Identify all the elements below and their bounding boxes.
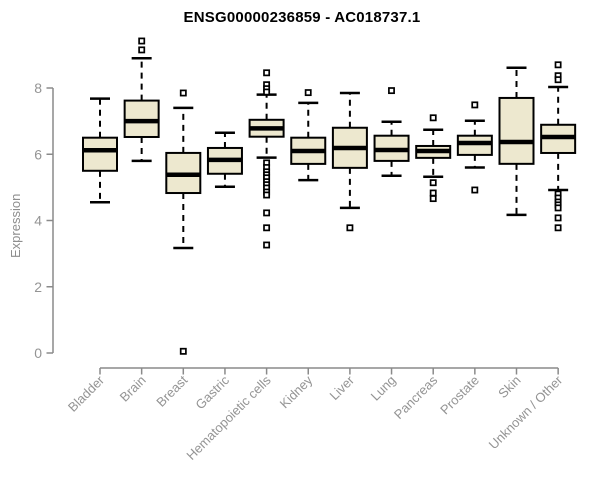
iqr-box — [498, 96, 535, 165]
outlier-point — [263, 209, 271, 217]
y-axis: 0 2 4 6 8 — [34, 80, 54, 361]
box-gastric — [206, 131, 243, 188]
y-tick-label: 2 — [34, 279, 42, 295]
x-tick-label: Lung — [368, 373, 399, 404]
outlier-point — [263, 88, 271, 96]
x-tick-label: Prostate — [437, 373, 482, 418]
iqr-box — [456, 134, 493, 156]
outlier-point — [138, 37, 146, 45]
x-tick-label: Brain — [117, 373, 149, 405]
box-pancreas — [415, 114, 452, 203]
outlier-point — [138, 46, 146, 54]
iqr-box — [82, 136, 118, 172]
box-kidney — [290, 89, 327, 182]
outlier-point — [179, 89, 187, 97]
iqr-box — [123, 99, 160, 138]
box-breast — [165, 89, 202, 355]
box-hematopoietic-cells — [248, 69, 285, 249]
outlier-point — [554, 61, 562, 69]
outlier-point — [554, 76, 562, 84]
outlier-point — [554, 204, 562, 212]
y-tick-label: 6 — [34, 146, 42, 162]
outlier-point — [263, 224, 271, 232]
outlier-point — [346, 224, 354, 232]
x-tick-label: Skin — [495, 373, 523, 401]
outlier-point — [304, 89, 312, 97]
box-skin — [498, 66, 535, 217]
outlier-point — [554, 214, 562, 222]
x-tick-label: Pancreas — [391, 372, 441, 422]
y-tick-label: 0 — [34, 345, 42, 361]
outlier-point — [179, 347, 187, 355]
outlier-point — [471, 101, 479, 109]
chart-title: ENSG00000236859 - AC018737.1 — [183, 9, 421, 26]
outlier-point — [263, 191, 271, 199]
outlier-point — [554, 224, 562, 232]
outlier-point — [429, 114, 437, 122]
outlier-point — [429, 189, 437, 197]
box-unknown-other — [540, 61, 577, 232]
box-lung — [373, 87, 410, 178]
outlier-point — [429, 195, 437, 203]
outlier-point — [429, 179, 437, 187]
outlier-point — [388, 87, 395, 95]
x-tick-label: Gastric — [192, 372, 232, 412]
outlier-point — [263, 69, 271, 77]
box-brain — [123, 37, 160, 163]
box-prostate — [456, 101, 493, 194]
x-tick-label: Bladder — [65, 372, 108, 415]
y-tick-label: 4 — [34, 213, 42, 229]
box-bladder — [82, 97, 118, 204]
x-tick-label: Unknown / Other — [486, 372, 566, 452]
outlier-point — [263, 241, 271, 249]
outlier-point — [471, 186, 479, 194]
x-tick-label: Liver — [326, 372, 357, 403]
y-tick-label: 8 — [34, 80, 42, 96]
x-tick-label: Kidney — [277, 372, 316, 411]
x-tick-label: Breast — [153, 372, 190, 409]
box-liver — [331, 91, 368, 232]
